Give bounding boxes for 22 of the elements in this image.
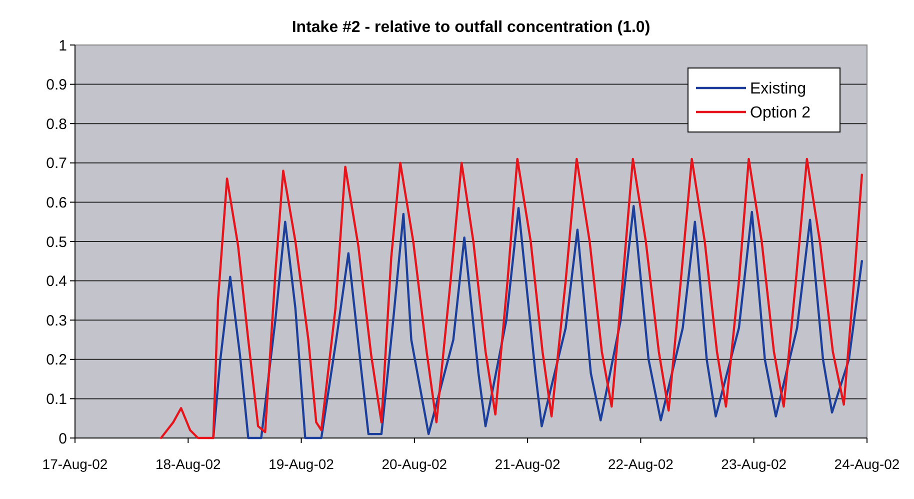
y-tick-label: 0.2	[46, 352, 67, 369]
y-tick-label: 0.1	[46, 390, 67, 408]
legend-label: Existing	[750, 80, 806, 98]
x-tick-label: 19-Aug-02	[268, 456, 334, 472]
y-tick-label: 0.8	[46, 116, 67, 133]
x-tick-label: 17-Aug-02	[42, 456, 108, 472]
legend-label: Option 2	[750, 104, 811, 122]
y-tick-label: 0	[58, 430, 67, 448]
y-tick-label: 0.6	[46, 194, 67, 212]
x-tick-label: 21-Aug-02	[494, 456, 560, 472]
x-tick-label: 24-Aug-02	[834, 456, 900, 472]
y-tick-label: 1	[58, 37, 67, 54]
y-tick-label: 0.7	[46, 155, 67, 172]
y-tick-label: 0.3	[46, 312, 67, 330]
y-tick-label: 0.9	[46, 76, 67, 94]
chart-title: Intake #2 - relative to outfall concentration (1.0)	[292, 19, 650, 36]
x-tick-label: 20-Aug-02	[382, 456, 448, 472]
x-tick-label: 23-Aug-02	[721, 456, 787, 472]
y-tick-label: 0.4	[46, 273, 67, 290]
x-tick-label: 18-Aug-02	[155, 456, 222, 472]
x-tick-label: 22-Aug-02	[608, 456, 674, 472]
y-tick-label: 0.5	[46, 234, 67, 251]
